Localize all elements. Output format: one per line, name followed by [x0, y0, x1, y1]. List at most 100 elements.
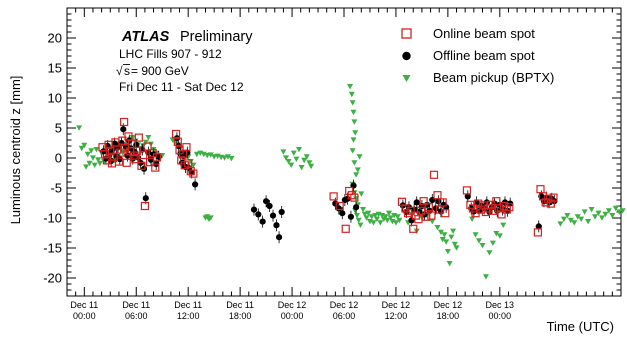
online-point — [544, 194, 553, 203]
bptx-point — [609, 213, 616, 219]
x-tick-label-time: 00:00 — [73, 311, 96, 321]
legend-label-bptx: Beam pickup (BPTX) — [433, 70, 554, 85]
offline-point — [535, 223, 542, 230]
online-point — [122, 158, 131, 167]
bptx-point — [437, 229, 444, 236]
offline-point — [266, 202, 273, 210]
bptx-point — [493, 231, 500, 237]
bptx-point — [560, 216, 567, 222]
online-point — [401, 204, 410, 213]
legend-marker-bptx — [402, 75, 411, 82]
bptx-point — [592, 214, 599, 220]
offline-point — [262, 198, 270, 205]
bptx-point — [95, 157, 102, 163]
bptx-point — [372, 213, 379, 219]
bptx-point — [363, 215, 370, 221]
online-point — [497, 210, 506, 219]
bptx-point — [347, 84, 354, 90]
bptx-point — [476, 238, 483, 244]
bptx-point — [394, 214, 401, 220]
bptx-point — [204, 153, 211, 159]
bptx-point — [285, 159, 292, 165]
bptx-point — [441, 232, 448, 238]
y-tick-label: -10 — [43, 211, 62, 226]
online-point — [422, 212, 431, 221]
online-point — [533, 228, 543, 237]
x-tick-label-time: 18:00 — [437, 311, 460, 321]
y-tick-label: 20 — [48, 31, 62, 46]
online-point — [441, 209, 450, 218]
legend: Online beam spot Offline beam spot Beam … — [401, 26, 554, 85]
online-point — [538, 192, 548, 201]
bptx-point — [355, 217, 362, 224]
bptx-point — [193, 151, 200, 158]
bptx-point — [377, 220, 384, 226]
online-point — [140, 201, 150, 211]
bptx-point — [392, 220, 399, 226]
bptx-point — [145, 135, 152, 141]
bptx-point — [585, 219, 592, 225]
bptx-point — [557, 221, 564, 227]
online-point — [127, 140, 137, 149]
online-point — [347, 191, 356, 200]
offline-point — [432, 205, 439, 212]
bptx-point — [280, 149, 287, 155]
x-tick-label-time: 06:00 — [125, 311, 148, 321]
bptx-point — [361, 211, 368, 218]
x-tick-label-time: 18:00 — [229, 311, 252, 321]
bptx-point — [301, 157, 308, 164]
bptx-point — [370, 220, 377, 226]
offline-point — [124, 152, 131, 159]
bptx-point — [450, 228, 457, 234]
online-point — [406, 206, 415, 215]
x-tick-label-date: Dec 12 — [434, 300, 463, 310]
online-point — [403, 209, 413, 218]
bptx-point — [349, 148, 356, 154]
bptx-point — [588, 207, 595, 213]
x-tick-label-time: 00:00 — [489, 311, 512, 321]
bptx-point — [86, 160, 93, 167]
energy-sqrt-s: s — [124, 64, 130, 78]
online-point — [414, 215, 423, 224]
bptx-point — [81, 142, 88, 149]
bptx-point — [598, 215, 605, 221]
offline-point — [347, 213, 355, 220]
y-tick-label: -20 — [43, 271, 62, 286]
x-axis-label: Time (UTC) — [547, 319, 614, 334]
legend-label-online: Online beam spot — [433, 26, 535, 41]
online-point — [114, 157, 124, 166]
bptx-point — [351, 160, 358, 166]
x-tick-label-time: 12:00 — [385, 311, 408, 321]
offline-point — [353, 204, 360, 211]
online-point — [505, 203, 514, 212]
offline-point — [120, 126, 127, 133]
bptx-point — [207, 215, 214, 221]
bptx-point — [93, 147, 100, 153]
offline-point — [464, 193, 471, 200]
offline-point — [339, 210, 346, 217]
legend-marker-offline — [402, 51, 411, 61]
online-point — [120, 117, 129, 127]
legend-marker-online — [401, 28, 412, 39]
y-tick-label: -15 — [43, 241, 62, 256]
online-point — [335, 201, 344, 211]
bptx-point — [308, 163, 315, 170]
y-tick-label: 0 — [55, 151, 62, 166]
bptx-point — [142, 139, 149, 146]
online-point — [124, 132, 133, 141]
online-point — [131, 155, 140, 164]
bptx-point — [228, 156, 235, 162]
bptx-point — [439, 237, 446, 243]
bptx-point — [348, 91, 355, 98]
bptx-point — [350, 109, 357, 116]
x-tick-label-date: Dec 11 — [226, 300, 254, 310]
bptx-point — [211, 154, 218, 160]
bptx-point — [496, 233, 503, 239]
offline-point — [133, 141, 140, 148]
online-point — [438, 198, 447, 207]
bptx-point — [84, 151, 91, 158]
online-point — [536, 185, 545, 194]
bptx-point — [479, 243, 486, 249]
